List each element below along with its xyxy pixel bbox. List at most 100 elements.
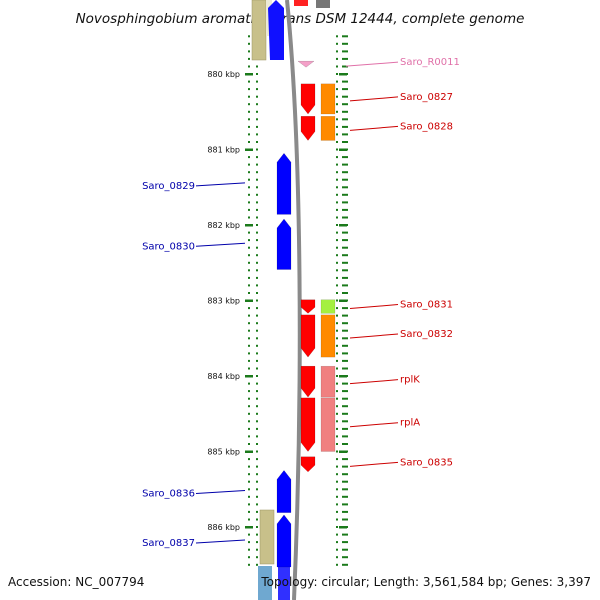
ring-tick — [336, 337, 338, 340]
ring-tick — [342, 359, 348, 362]
scale-major-tick — [245, 375, 253, 378]
ring-tick — [336, 163, 338, 166]
ring-tick — [256, 133, 258, 136]
partial-feature-blue — [268, 0, 284, 60]
ring-tick — [342, 141, 348, 143]
genome-summary-text: Topology: circular; Length: 3,561,584 bp… — [260, 575, 591, 589]
gene-arrow — [300, 365, 316, 398]
gene-arrow — [276, 152, 292, 215]
ring-tick — [342, 397, 348, 400]
ring-tick — [248, 186, 250, 189]
ring-tick — [342, 103, 348, 106]
gene-label: Saro_0828 — [400, 121, 453, 132]
ring-tick — [336, 420, 338, 423]
ring-tick — [342, 42, 348, 45]
ring-tick — [342, 556, 348, 559]
ring-tick — [256, 405, 258, 408]
ring-tick — [256, 510, 258, 513]
ring-tick — [248, 239, 250, 242]
ring-tick — [256, 344, 258, 347]
ring-tick — [336, 397, 338, 400]
ring-tick — [248, 246, 250, 249]
ring-tick — [256, 541, 258, 544]
ring-tick — [248, 322, 250, 325]
ring-tick — [336, 465, 338, 468]
ring-tick — [342, 231, 348, 234]
gene-arrow — [297, 60, 315, 68]
ring-tick — [336, 118, 338, 121]
ring-tick — [256, 148, 258, 151]
partial-feature-olive — [251, 0, 267, 61]
genome-backbone — [285, 0, 302, 600]
ring-tick — [342, 329, 348, 332]
ring-tick — [248, 344, 250, 347]
ring-tick — [256, 103, 258, 106]
ring-tick — [256, 73, 258, 75]
ring-tick — [336, 239, 338, 242]
ring-tick — [336, 443, 338, 445]
ring-tick — [256, 397, 258, 400]
gene-arrow — [276, 218, 292, 270]
ring-tick — [248, 133, 250, 136]
ring-tick — [336, 518, 338, 521]
ring-tick — [342, 563, 348, 566]
gene-label-leader — [349, 125, 399, 131]
partial-feature-blue-bottom — [278, 566, 290, 600]
partial-features-top — [251, 0, 330, 61]
ring-tick — [248, 427, 250, 430]
ring-tick — [248, 367, 250, 370]
ring-tick — [248, 510, 250, 513]
ring-tick — [336, 329, 338, 332]
ring-tick — [256, 390, 258, 393]
ring-tick — [248, 307, 250, 310]
ring-tick — [256, 201, 258, 204]
ring-tick — [336, 276, 338, 279]
ring-tick — [336, 352, 338, 355]
ring-tick — [336, 412, 338, 415]
ring-tick — [248, 80, 250, 83]
ring-tick — [248, 57, 250, 60]
ring-tick — [256, 526, 258, 528]
ring-tick — [336, 359, 338, 362]
ring-tick — [248, 503, 250, 506]
ring-tick — [248, 480, 250, 483]
ring-tick — [342, 261, 348, 264]
scale-major-tick — [339, 299, 347, 302]
ring-tick — [336, 510, 338, 513]
ring-tick — [336, 186, 338, 189]
scale-label: 886 kbp — [207, 523, 240, 532]
ring-tick — [342, 65, 348, 68]
gene-label: Saro_0835 — [400, 457, 453, 468]
scale-major-tick — [245, 148, 253, 151]
ring-tick — [248, 42, 250, 45]
ring-tick — [248, 65, 250, 68]
ring-tick — [256, 352, 258, 355]
scale-major-tick — [339, 375, 347, 378]
ring-tick — [336, 526, 338, 528]
ring-tick — [342, 548, 348, 551]
ring-tick — [248, 412, 250, 415]
ring-tick — [256, 548, 258, 551]
ring-tick — [248, 563, 250, 566]
ring-tick — [248, 88, 250, 91]
scale-major-tick — [339, 224, 347, 227]
ring-tick — [336, 548, 338, 551]
gene-arrow — [276, 514, 292, 568]
ring-tick — [342, 239, 348, 242]
ring-tick — [342, 382, 348, 385]
ring-tick — [248, 35, 250, 38]
ring-tick — [256, 329, 258, 332]
gene-product-feature — [320, 397, 336, 452]
gene-label-leader — [195, 242, 246, 247]
ring-tick — [342, 80, 348, 83]
ring-tick — [248, 435, 250, 438]
ring-tick — [248, 533, 250, 536]
map-title: Novosphingobium aromaticivorans DSM 1244… — [76, 11, 525, 27]
ring-tick — [256, 178, 258, 181]
ring-tick — [256, 261, 258, 264]
ring-tick — [336, 314, 338, 317]
feature-ring-ticks — [248, 35, 348, 566]
ring-tick — [342, 488, 348, 491]
scale-major-tick — [245, 526, 253, 529]
